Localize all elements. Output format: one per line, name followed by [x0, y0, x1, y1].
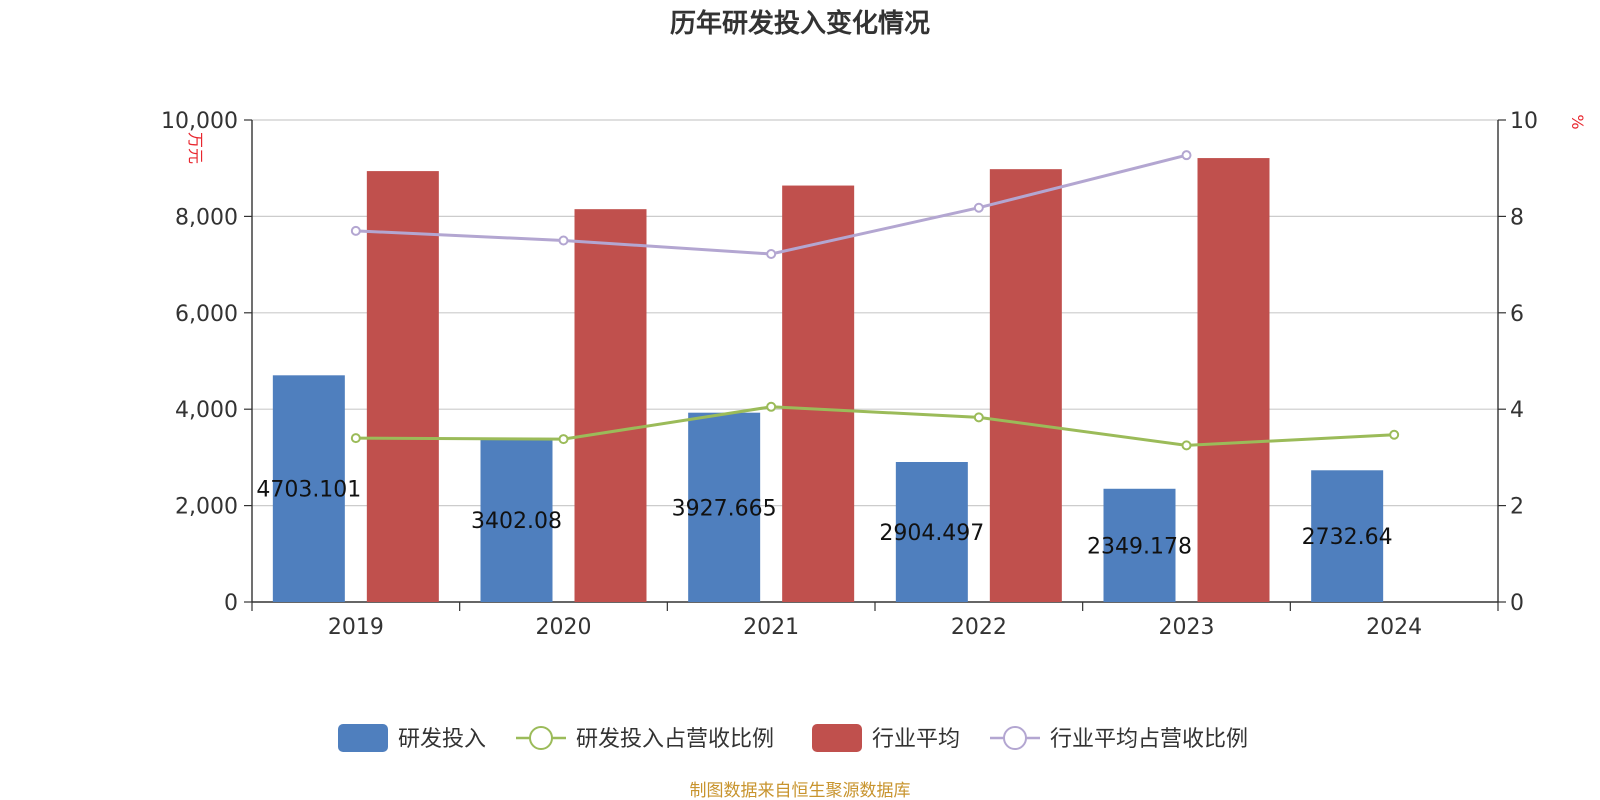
source-note: 制图数据来自恒生聚源数据库 [690, 781, 911, 800]
line-point [1389, 429, 1400, 440]
axes: 0 2,000 4,000 6,000 8,000 10,000 0 2 4 6 8 10 万元% 201… [161, 109, 1587, 640]
y-right-tick-label: 10 [1510, 109, 1538, 134]
x-tick-label: 2022 [951, 615, 1007, 640]
x-tick-label: 2019 [328, 615, 384, 640]
data-label: 2349.178 [1087, 534, 1192, 559]
y-left-tick-label: 0 [224, 591, 238, 616]
y-right-tick-label: 4 [1510, 398, 1524, 423]
y-right-tick-label: 6 [1510, 302, 1524, 327]
x-tick-label: 2024 [1366, 615, 1422, 640]
chart-title: 历年研发投入变化情况 [670, 8, 930, 39]
data-labels: 4703.101 3402.08 3927.665 2904.497 2349.178 2… [256, 478, 1392, 560]
legend: 研发投入 研发投入占营收比例 行业平均 行业平均占营收比例 [338, 724, 1248, 752]
x-tick-label: 2023 [1159, 615, 1215, 640]
legend-swatch-bar [338, 724, 388, 752]
line-point [558, 434, 569, 445]
legend-label: 研发投入占营收比例 [576, 727, 774, 752]
lines [350, 150, 1400, 451]
legend-label: 研发投入 [398, 727, 486, 752]
bar-industry-average [989, 169, 1062, 602]
data-label: 4703.101 [256, 478, 361, 503]
legend-swatch-bar [812, 724, 862, 752]
y-left-unit: 万元 [186, 132, 205, 164]
bar-industry-average [574, 209, 647, 603]
bars [272, 158, 1384, 603]
line-rd-ratio [355, 405, 1395, 447]
line-point [973, 412, 984, 423]
grid-lines [252, 119, 1498, 507]
bar-rd-investment [1103, 488, 1176, 602]
bar-industry-average [366, 171, 439, 603]
line-point [766, 248, 777, 259]
legend-label: 行业平均占营收比例 [1050, 727, 1248, 752]
bar-rd-investment [272, 375, 345, 602]
y-right-tick-label: 0 [1510, 591, 1524, 616]
y-right-unit: % [1568, 114, 1587, 129]
y-left-tick-label: 10,000 [161, 109, 238, 134]
y-right-tick-label: 2 [1510, 495, 1524, 520]
x-tick-label: 2020 [536, 615, 592, 640]
data-label: 3927.665 [672, 496, 777, 521]
line-industry-ratio [355, 153, 1187, 256]
data-label: 2904.497 [879, 521, 984, 546]
line-point [558, 235, 569, 246]
line-point [350, 433, 361, 444]
y-left-tick-label: 4,000 [175, 398, 238, 423]
line-point [973, 202, 984, 213]
line-point [1181, 440, 1192, 451]
legend-swatch-marker [529, 726, 553, 750]
legend-swatch-marker [1003, 726, 1027, 750]
data-label: 3402.08 [471, 509, 562, 534]
bar-rd-investment [688, 412, 761, 602]
data-label: 2732.64 [1302, 525, 1393, 550]
y-left-tick-label: 6,000 [175, 302, 238, 327]
line-point [1181, 150, 1192, 161]
line-point [350, 225, 361, 236]
bar-industry-average [782, 185, 855, 602]
legend-label: 行业平均 [872, 727, 960, 752]
bar-rd-investment [895, 462, 968, 602]
line-point [766, 401, 777, 412]
y-left-tick-label: 8,000 [175, 205, 238, 230]
bar-rd-investment [1311, 470, 1384, 602]
bar-industry-average [1197, 158, 1270, 602]
y-left-tick-label: 2,000 [175, 495, 238, 520]
x-tick-label: 2021 [743, 615, 799, 640]
bar-rd-investment [480, 438, 553, 602]
y-right-tick-label: 8 [1510, 205, 1524, 230]
